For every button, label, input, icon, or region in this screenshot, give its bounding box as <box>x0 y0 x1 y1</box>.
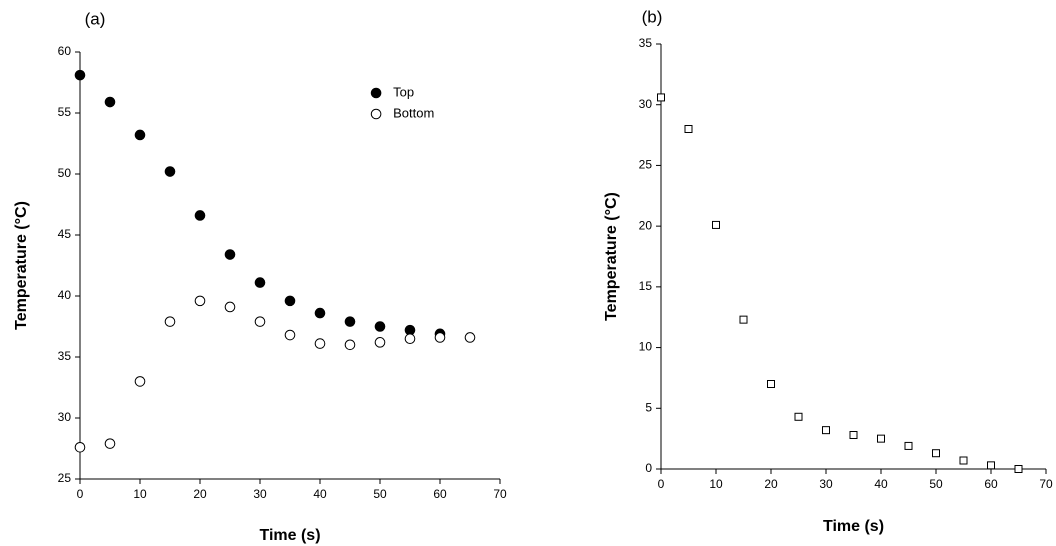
point <box>104 438 116 449</box>
legend-marker <box>370 108 382 120</box>
y-tick-label: 35 <box>639 36 653 50</box>
legend-marker <box>370 87 382 99</box>
point <box>877 434 885 443</box>
x-tick-label: 10 <box>133 487 147 501</box>
y-tick-label: 40 <box>58 288 72 302</box>
y-tick-label: 5 <box>645 400 652 414</box>
y-tick-label: 10 <box>639 340 653 354</box>
point <box>254 277 266 288</box>
y-axis-title: Temperature (°C) <box>603 192 620 321</box>
y-tick-label: 60 <box>58 44 72 58</box>
y-tick-label: 45 <box>58 227 72 241</box>
point <box>657 93 665 102</box>
point <box>822 426 830 435</box>
point <box>164 316 176 327</box>
y-tick-label: 35 <box>58 349 72 363</box>
point <box>794 412 803 421</box>
panel-label: (b) <box>642 7 663 26</box>
x-tick-label: 0 <box>77 487 84 501</box>
point <box>194 295 206 307</box>
point <box>404 333 416 345</box>
point <box>904 441 913 450</box>
point <box>464 332 476 343</box>
x-tick-label: 40 <box>313 487 327 501</box>
point <box>987 461 995 470</box>
legend-label: Top <box>393 84 414 99</box>
y-tick-label: 55 <box>58 105 72 119</box>
x-tick-label: 60 <box>433 487 447 501</box>
point <box>739 315 748 324</box>
legend-label: Bottom <box>393 105 434 120</box>
point <box>194 210 206 221</box>
x-tick-label: 70 <box>493 487 507 501</box>
point <box>374 321 386 332</box>
y-tick-label: 30 <box>58 410 72 424</box>
point <box>434 332 446 343</box>
point <box>344 339 356 351</box>
point <box>284 295 296 307</box>
x-tick-label: 30 <box>253 487 267 501</box>
point <box>254 316 266 327</box>
x-tick-label: 30 <box>819 477 833 491</box>
x-tick-label: 0 <box>658 477 665 491</box>
x-tick-label: 50 <box>373 487 387 501</box>
point <box>374 337 386 348</box>
y-tick-label: 20 <box>639 218 653 232</box>
point <box>284 329 296 341</box>
point <box>849 431 858 439</box>
y-axis-title: Temperature (°C) <box>13 201 30 330</box>
y-tick-label: 25 <box>58 471 72 485</box>
x-tick-label: 50 <box>929 477 943 491</box>
point <box>74 441 86 453</box>
point <box>767 380 775 388</box>
x-tick-label: 60 <box>984 477 998 491</box>
point <box>134 376 146 387</box>
point <box>1014 465 1023 473</box>
panel-label: (a) <box>85 9 106 28</box>
x-tick-label: 20 <box>193 487 207 501</box>
y-tick-label: 25 <box>639 158 653 172</box>
point <box>314 307 326 319</box>
point <box>344 316 356 327</box>
point <box>314 338 326 349</box>
y-tick-label: 50 <box>58 166 72 180</box>
point <box>134 129 146 141</box>
point <box>959 456 968 465</box>
x-tick-label: 40 <box>874 477 888 491</box>
y-tick-label: 30 <box>639 97 653 111</box>
point <box>164 166 176 177</box>
x-tick-label: 70 <box>1039 477 1053 491</box>
point <box>224 249 236 260</box>
x-tick-label: 20 <box>764 477 778 491</box>
point <box>74 69 86 81</box>
point <box>712 220 720 229</box>
x-axis-title: Time (s) <box>259 527 320 544</box>
y-tick-label: 15 <box>639 279 653 293</box>
point <box>224 301 236 313</box>
x-axis-title: Time (s) <box>823 518 884 535</box>
y-tick-label: 0 <box>645 461 652 475</box>
x-tick-label: 10 <box>709 477 723 491</box>
point <box>104 96 116 108</box>
point <box>684 125 693 133</box>
point <box>932 449 940 458</box>
